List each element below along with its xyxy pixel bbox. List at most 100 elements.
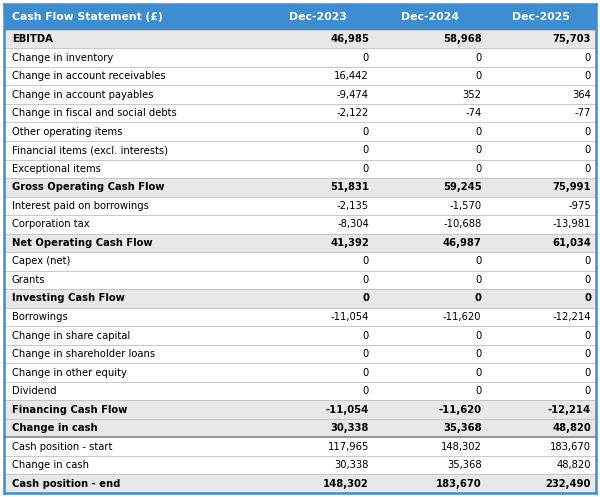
Text: Corporation tax: Corporation tax: [12, 219, 89, 229]
Text: 48,820: 48,820: [557, 460, 591, 470]
Text: 75,703: 75,703: [553, 34, 591, 44]
Text: Borrowings: Borrowings: [12, 312, 68, 322]
Bar: [4, 104, 596, 122]
Text: Dividend: Dividend: [12, 386, 56, 396]
Bar: [4, 345, 596, 363]
Text: 0: 0: [475, 275, 481, 285]
Text: Change in cash: Change in cash: [12, 423, 98, 433]
Text: 0: 0: [363, 145, 369, 155]
Text: 35,368: 35,368: [447, 460, 481, 470]
Bar: [4, 401, 596, 419]
Text: Dec-2024: Dec-2024: [401, 12, 459, 22]
Text: 0: 0: [363, 53, 369, 63]
Text: Change in share capital: Change in share capital: [12, 331, 130, 340]
Text: Capex (net): Capex (net): [12, 256, 70, 266]
Text: 0: 0: [363, 386, 369, 396]
Text: 0: 0: [585, 145, 591, 155]
Text: 148,302: 148,302: [323, 479, 369, 489]
Bar: [4, 48, 596, 67]
Text: 0: 0: [363, 256, 369, 266]
Text: -1,570: -1,570: [449, 201, 481, 211]
Text: 0: 0: [585, 331, 591, 340]
Text: Financial items (excl. interests): Financial items (excl. interests): [12, 145, 168, 155]
Text: 0: 0: [585, 368, 591, 378]
Text: 0: 0: [585, 386, 591, 396]
Text: Change in other equity: Change in other equity: [12, 368, 127, 378]
Text: Financing Cash Flow: Financing Cash Flow: [12, 405, 127, 414]
Text: 0: 0: [363, 164, 369, 174]
Text: -9,474: -9,474: [337, 89, 369, 100]
Text: 117,965: 117,965: [328, 442, 369, 452]
Bar: [4, 419, 596, 437]
Bar: [4, 122, 596, 141]
Text: 30,338: 30,338: [331, 423, 369, 433]
Text: Investing Cash Flow: Investing Cash Flow: [12, 293, 125, 304]
Text: Grants: Grants: [12, 275, 46, 285]
Text: 0: 0: [363, 331, 369, 340]
Text: -10,688: -10,688: [443, 219, 481, 229]
Text: Cash position - end: Cash position - end: [12, 479, 121, 489]
Text: 0: 0: [475, 145, 481, 155]
Text: -12,214: -12,214: [553, 312, 591, 322]
Text: Change in shareholder loans: Change in shareholder loans: [12, 349, 155, 359]
Text: 148,302: 148,302: [440, 442, 481, 452]
Text: 0: 0: [585, 53, 591, 63]
Text: Exceptional items: Exceptional items: [12, 164, 101, 174]
Text: 0: 0: [475, 331, 481, 340]
Text: 0: 0: [585, 127, 591, 137]
Text: Cash position - start: Cash position - start: [12, 442, 112, 452]
Text: 75,991: 75,991: [553, 182, 591, 192]
Bar: [4, 141, 596, 160]
Text: Gross Operating Cash Flow: Gross Operating Cash Flow: [12, 182, 164, 192]
Bar: [4, 271, 596, 289]
Text: -12,214: -12,214: [548, 405, 591, 414]
Bar: [4, 308, 596, 326]
Text: 0: 0: [475, 368, 481, 378]
Text: 0: 0: [584, 293, 591, 304]
Text: 232,490: 232,490: [545, 479, 591, 489]
Text: -975: -975: [568, 201, 591, 211]
Text: Change in account payables: Change in account payables: [12, 89, 154, 100]
Text: -2,122: -2,122: [337, 108, 369, 118]
Text: 16,442: 16,442: [334, 71, 369, 81]
Text: 51,831: 51,831: [330, 182, 369, 192]
Bar: [4, 475, 596, 493]
Bar: [4, 252, 596, 271]
Text: Dec-2023: Dec-2023: [289, 12, 347, 22]
Text: Net Operating Cash Flow: Net Operating Cash Flow: [12, 238, 152, 248]
Text: 0: 0: [475, 386, 481, 396]
Text: 0: 0: [475, 256, 481, 266]
Text: 0: 0: [363, 368, 369, 378]
Text: 46,987: 46,987: [443, 238, 481, 248]
Text: 0: 0: [585, 275, 591, 285]
Text: 0: 0: [475, 127, 481, 137]
Bar: [4, 326, 596, 345]
Text: 59,245: 59,245: [443, 182, 481, 192]
Text: 48,820: 48,820: [552, 423, 591, 433]
Text: 58,968: 58,968: [443, 34, 481, 44]
Text: 0: 0: [363, 127, 369, 137]
Text: 46,985: 46,985: [330, 34, 369, 44]
Bar: [4, 382, 596, 401]
Text: Interest paid on borrowings: Interest paid on borrowings: [12, 201, 149, 211]
Text: -13,981: -13,981: [553, 219, 591, 229]
Text: 61,034: 61,034: [552, 238, 591, 248]
Text: Change in inventory: Change in inventory: [12, 53, 113, 63]
Text: 0: 0: [585, 349, 591, 359]
Bar: [4, 85, 596, 104]
Text: 364: 364: [572, 89, 591, 100]
Bar: [4, 4, 596, 30]
Text: 0: 0: [475, 293, 481, 304]
Text: -74: -74: [465, 108, 481, 118]
Text: -11,620: -11,620: [443, 312, 481, 322]
Text: -8,304: -8,304: [337, 219, 369, 229]
Text: 0: 0: [363, 349, 369, 359]
Text: -11,620: -11,620: [439, 405, 481, 414]
Text: 0: 0: [585, 256, 591, 266]
Text: Change in cash: Change in cash: [12, 460, 89, 470]
Text: Other operating items: Other operating items: [12, 127, 122, 137]
Bar: [4, 234, 596, 252]
Bar: [4, 30, 596, 48]
Bar: [4, 437, 596, 456]
Text: 0: 0: [362, 293, 369, 304]
